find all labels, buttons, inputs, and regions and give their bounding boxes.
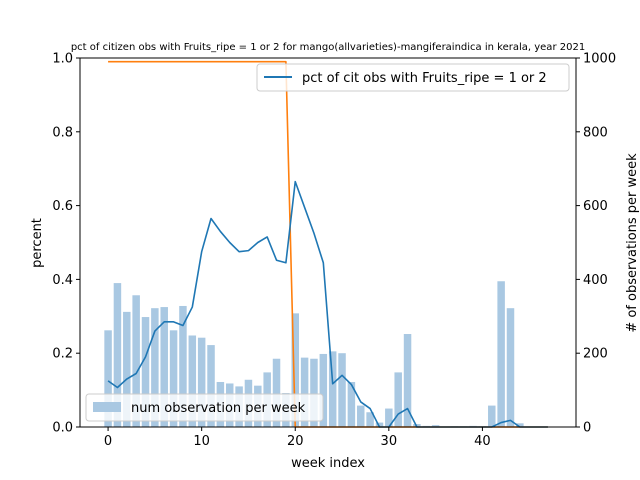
y2-tick-label: 200 (583, 347, 608, 362)
y-tick-label: 1.0 (52, 52, 73, 67)
legend-top-right: pct of cit obs with Fruits_ripe = 1 or 2 (256, 63, 570, 92)
bar (403, 334, 412, 427)
bar (141, 317, 150, 427)
legend-lower-left-box (85, 393, 324, 422)
bar (357, 405, 365, 427)
bar (506, 308, 515, 427)
legend-bar-label: num observation per week (131, 401, 306, 416)
bar (366, 412, 374, 427)
x-tick-label: 0 (104, 434, 112, 449)
bar (310, 358, 318, 427)
bar (300, 357, 309, 427)
legend-top-right-box (256, 63, 570, 92)
y2-tick-label: 400 (583, 273, 608, 288)
y-tick-label: 0.2 (52, 347, 73, 362)
bar (338, 353, 346, 427)
y-tick-label: 0.8 (52, 125, 73, 140)
bar (394, 372, 402, 427)
bar (272, 358, 281, 427)
y-tick-label: 0.0 (52, 421, 73, 436)
bar (113, 283, 122, 427)
bar (375, 422, 384, 427)
legend-bar-swatch (93, 402, 121, 412)
x-tick-label: 30 (381, 434, 398, 449)
bar (123, 311, 131, 427)
x-axis-label: week index (291, 456, 365, 471)
y-tick-label: 0.4 (52, 273, 73, 288)
bar (488, 405, 496, 427)
bars-layer (104, 281, 524, 427)
bar (160, 307, 168, 427)
x-tick-label: 40 (474, 434, 491, 449)
plot-frame (79, 57, 577, 428)
bar (169, 330, 178, 427)
y2-tick-label: 600 (583, 199, 608, 214)
bar (328, 351, 337, 427)
bar (188, 335, 197, 427)
bar (197, 337, 206, 427)
chart-title: pct of citizen obs with Fruits_ripe = 1 … (71, 42, 585, 53)
bar (347, 381, 356, 427)
y2-axis-label: # of observations per week (625, 153, 640, 333)
bar (291, 313, 299, 427)
bar (385, 408, 393, 427)
bar (179, 305, 187, 427)
bar (431, 425, 440, 427)
legend-line-label: pct of cit obs with Fruits_ripe = 1 or 2 (302, 71, 547, 86)
legend-lower-left: num observation per week (85, 393, 324, 422)
bar (104, 330, 112, 427)
x-tick-label: 20 (287, 434, 304, 449)
y-axis-label: percent (30, 218, 45, 268)
bar (497, 281, 505, 427)
bar (151, 308, 159, 427)
bar (516, 423, 524, 427)
axes-layer: 0 10 20 30 40 0.0 0.2 0.4 0.6 0.8 1.0 0 200 400 600 800… (52, 52, 616, 450)
y2-tick-label: 800 (583, 125, 608, 140)
bar (319, 353, 328, 427)
y-tick-label: 0.6 (52, 199, 73, 214)
y2-tick-label: 1000 (583, 52, 616, 67)
bar (207, 345, 215, 427)
y2-tick-label: 0 (583, 421, 591, 436)
bar (132, 295, 140, 427)
x-tick-label: 10 (193, 434, 210, 449)
